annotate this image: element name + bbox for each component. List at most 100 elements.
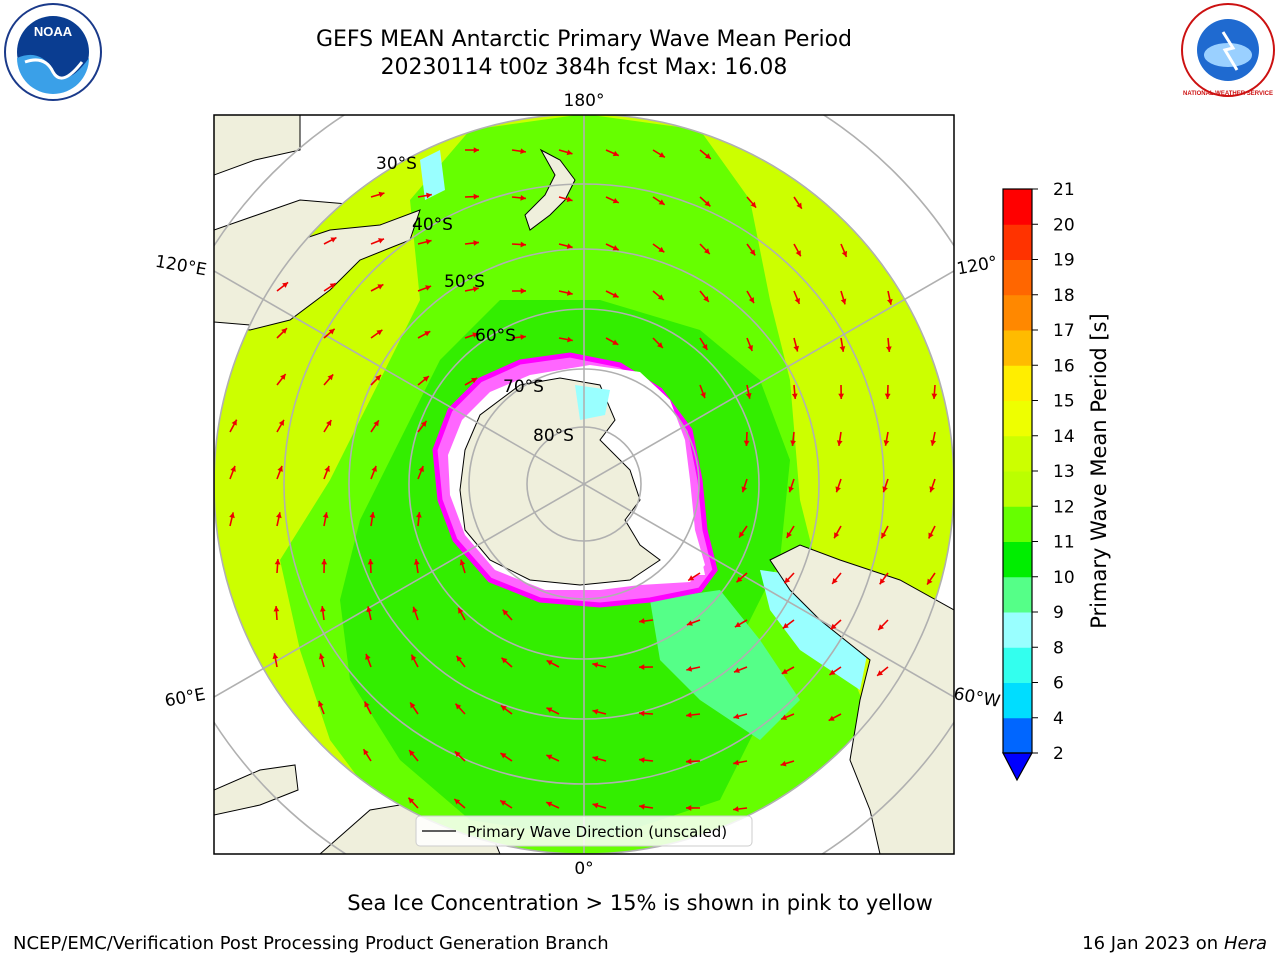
wave-arrow-head [231,419,237,426]
wave-arrow-head [734,621,741,628]
wave-arrow-head [520,334,526,340]
wave-arrow-head [929,486,935,493]
colorbar-tick-label: 8 [1053,638,1064,658]
wave-arrow-head [748,297,754,304]
colorbar-band [1003,259,1032,296]
wave-arrow-head [702,343,708,350]
wave-arrow-head [369,512,376,518]
wave-arrow-head [520,148,526,155]
wave-arrow-head [835,486,841,493]
wave-arrow-head [733,806,739,812]
colorbar-tick-label: 9 [1053,603,1064,623]
wave-arrow-head [592,709,599,715]
wave-arrow-head [733,759,739,766]
wave-arrow-head [796,202,802,209]
footer-date: 16 Jan 2023 on Hera [1082,933,1267,954]
chart-subtitle: 20230114 t00z 384h fcst Max: 16.08 [380,55,788,80]
colorbar-band [1003,612,1032,648]
wave-field-short [650,590,800,740]
wave-arrow-head [520,241,526,248]
wave-arrow-head [658,199,665,205]
wave-arrow-head [739,531,745,538]
wave-arrow-head [371,465,377,472]
noaa-logo-text: NOAA [34,24,73,39]
wave-arrow-head [500,753,507,759]
wave-arrow-head [377,284,384,290]
wave-arrow-head [592,755,599,762]
nws-logo-text: NATIONAL WEATHER SERVICE [1183,91,1273,97]
wave-arrow-head [686,758,692,765]
wave-arrow-head [703,295,709,302]
wave-arrow-head [373,420,379,427]
colorbar-tick-label: 21 [1053,180,1075,200]
colorbar-tick-label: 18 [1053,286,1075,306]
wave-arrow-head [612,197,619,204]
wave-arrow-head [520,288,526,294]
wave-arrow-head [375,375,381,381]
wave-arrow-head [412,606,418,613]
wave-arrow-head [828,715,835,721]
colorbar-label: Primary Wave Mean Period [s] [1087,313,1111,629]
wave-arrow-head [612,150,619,157]
colorbar-band [1003,294,1032,331]
wave-arrow-head [733,667,740,673]
wave-arrow-head [276,512,282,519]
wave-arrow-head [502,609,509,616]
wave-arrow-head [277,465,283,472]
wave-arrow-head [376,329,383,336]
wave-arrow-head [832,577,838,584]
wave-arrow-head [747,345,753,351]
wave-arrow-head [878,624,884,631]
wave-arrow-head [782,622,789,629]
lat-labels: 30°S 40°S 50°S 60°S 70°S 80°S [376,154,574,446]
colorbar-band [1003,435,1032,472]
wave-arrow-head [472,286,479,293]
footer-date-text: 16 Jan 2023 on [1082,933,1224,954]
wave-arrow-head [281,328,287,334]
lon-label-bottom: 0° [574,859,593,879]
wave-arrow-head [546,801,553,808]
colorbar-tick-label: 11 [1053,533,1075,553]
wave-arrow-head [749,249,756,256]
wave-arrow-head [885,346,892,352]
wave-arrow-head [282,282,289,288]
wave-arrow-head [455,703,462,710]
colorbar-tick-label: 2 [1053,744,1064,764]
wave-arrow-head [700,392,706,399]
lat-label: 40°S [412,215,453,235]
wave-arrow-head [781,714,788,720]
wave-arrow-head [273,606,280,612]
colorbar-band [1003,576,1032,613]
wave-arrow-head [546,660,553,666]
wave-arrow-head [784,577,791,584]
wave-arrow-head [686,620,693,626]
wave-arrow-head [795,250,801,257]
wave-arrow-head [839,346,846,352]
wave-arrow-head [688,575,695,581]
colorbar-tick-label: 16 [1053,356,1075,376]
wave-arrow-head [887,298,893,305]
wave-arrow-head [781,668,788,674]
wave-arrow-head [422,376,429,382]
wave-arrow-head [791,393,798,399]
wave-arrow-head [841,250,848,257]
lon-label-top: 180° [564,91,605,111]
wave-arrow-head [881,532,887,539]
wave-arrow-head [471,377,478,384]
wave-arrow-head [454,751,461,758]
colorbar-band [1003,224,1032,260]
colorbar-tick-label: 6 [1053,674,1064,694]
colorbar-tick-label: 12 [1053,497,1075,517]
noaa-logo: NOAA [4,3,102,101]
colorbar-tick-label: 19 [1053,251,1075,271]
colorbar-band [1003,471,1032,507]
wave-arrow-head [278,419,284,426]
wave-arrow-head [882,486,888,493]
colorbar-band [1003,541,1032,578]
wave-arrow-head [473,147,479,153]
wave-arrow-head [472,332,479,338]
wave-arrow-head [780,760,787,767]
wave-arrow-head [704,153,711,159]
wave-arrow-head [745,393,752,399]
